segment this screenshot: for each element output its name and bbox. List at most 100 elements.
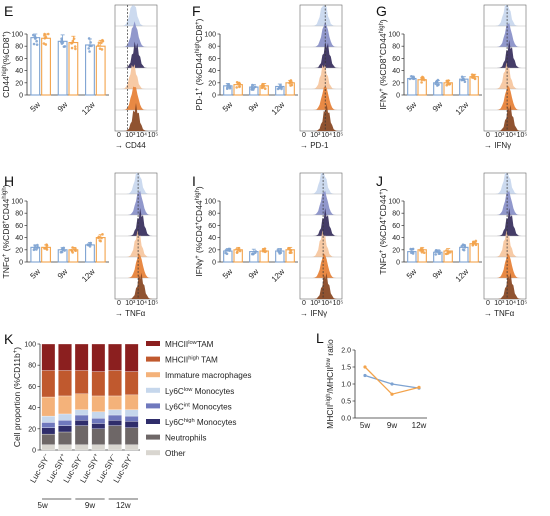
histogram [300,230,342,257]
superscript-span: + [379,88,385,92]
superscript-span: + [126,453,133,459]
data-point [410,248,413,251]
label-span: (%CD4 [194,225,204,255]
stack-segment [74,414,89,421]
data-point [463,80,467,84]
superscript-span: low [184,387,193,393]
data-point [262,84,266,88]
flow-histograms: 0 10³ 10⁴ 10⁵ → PD-1 [299,4,343,150]
histogram [300,272,342,299]
x-tick-label: 12w [80,100,97,117]
data-point [251,83,254,87]
histogram [484,22,526,47]
group-label: 9w [85,501,95,510]
stack-segment [108,420,122,426]
label-span: Ly6C [165,418,184,427]
histogram [115,86,157,110]
data-point [34,37,37,40]
superscript-span: high [379,22,385,33]
stack-segment [58,343,72,371]
stack-segment [58,370,72,397]
label-span: PD-1 [194,91,204,111]
data-point [33,247,36,250]
label-span: MHCII [165,340,188,349]
flow-tick-label: 10⁴ [321,132,332,139]
y-axis-label: PD-1+ (%CD44highCD8+) [194,18,204,110]
superscript-span: + [195,222,201,226]
label-span: CD44 [1,198,11,220]
label-span: CD44 [378,33,388,55]
stack-segment [124,409,139,417]
stack-segment [74,420,89,426]
data-point [45,243,48,246]
label-span: (%CD8 [1,37,11,65]
data-point [235,251,239,254]
y-tick-label: 20 [28,426,36,433]
flow-axis-label: → TNFα [115,309,146,318]
data-point [101,233,104,236]
data-point [447,79,450,82]
label-span: Monocytes [190,402,232,411]
y-tick-label: 100 [11,199,23,206]
data-point [437,83,440,86]
superscript-span: low [188,340,197,346]
legend-label: MHCIIhigh TAM [165,356,218,365]
flow-tick-label: 10³ [494,300,505,307]
superscript-span: + [195,87,201,91]
y-tick-label: 20 [392,247,400,254]
data-point [473,76,477,80]
x-tick-label: 9w [431,100,445,114]
data-point [420,250,424,254]
data-point [422,251,426,255]
bar [57,40,68,96]
data-point [88,50,91,53]
stack-segment [74,444,89,451]
data-point [98,239,102,242]
flow-histograms: 0 10³ 10⁴ 10⁵→ TNFα [483,172,527,318]
data-point [445,83,449,87]
superscript-span: + [195,21,201,25]
data-point [290,251,293,254]
x-tick-label: 12w [270,100,287,117]
stack-segment [91,411,106,419]
bar [30,37,41,96]
y-axis-label: TNFα+ (%CD8+CD44high) [1,184,11,278]
data-point [264,249,268,253]
y-axis-label: CD44high(%CD8+) [1,31,11,98]
stack-segment [41,427,56,435]
legend-label: Other [165,449,186,458]
data-point [71,39,75,43]
data-point [448,82,452,86]
legend-swatch [146,372,160,378]
data-point [31,33,35,37]
flow-histograms: 0 10³ 10⁴ 10⁵→ CD44 [114,4,159,150]
data-point [474,243,478,247]
x-tick-label: 5w [405,100,419,114]
panel-l: L 0.0 0.5 1.0 1.5 2.0 MHCIIhigh/MHCIIlow ratio… [316,330,427,430]
data-point [438,249,441,253]
label-span: TNFα [378,253,388,275]
flow-tick-label: 10⁵ [148,132,159,139]
data-point [225,87,229,91]
y-tick-label: 80 [208,44,216,51]
data-point [90,44,93,48]
superscript-span: + [13,349,19,353]
legend-swatch [146,387,160,393]
y-tick-label: 40 [392,68,400,75]
y-tick-label: 60 [392,56,400,63]
y-tick-label: 0 [212,93,216,100]
y-axis-label: MHCIIhigh/MHCIIlow ratio [325,339,335,429]
data-point [60,37,63,40]
y-tick-label: 60 [28,384,36,391]
y-tick-label: 0 [19,260,23,267]
label-span: TNFα [1,257,11,279]
legend-swatch [146,419,160,424]
flow-tick-label: 0 [302,132,306,139]
flow-axis-label: → TNFα [484,309,515,318]
data-point [463,243,466,247]
stack-segment [41,415,56,423]
superscript-span: int [184,402,190,408]
x-tick-label: 9w [431,267,445,281]
